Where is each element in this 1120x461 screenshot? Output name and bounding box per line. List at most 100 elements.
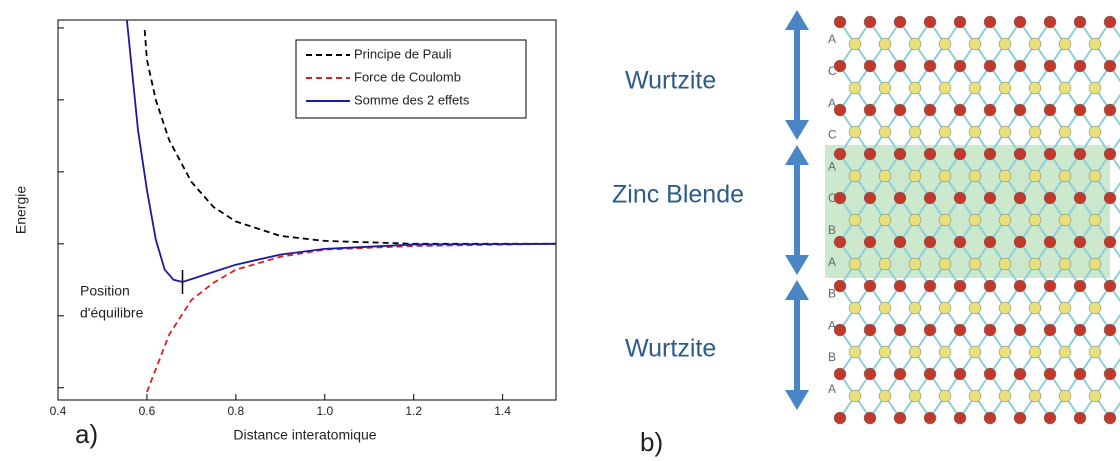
atom [938,81,952,95]
atom [1058,213,1072,227]
atom [863,367,877,381]
atom [983,15,997,29]
atom [1058,345,1072,359]
atom [1013,191,1027,205]
atom [1028,125,1042,139]
atom [863,15,877,29]
atom [878,389,892,403]
atom [968,81,982,95]
atom [833,235,847,249]
atom [1043,147,1057,161]
x-tick-label: 1.0 [316,404,333,418]
legend-label: Principe de Pauli [354,46,452,61]
atom [1073,323,1087,337]
atom [893,367,907,381]
atom [968,213,982,227]
atom [923,279,937,293]
atom [878,213,892,227]
stacking-letter: A [828,96,836,110]
atom [848,257,862,271]
atom [1103,59,1117,73]
atom [863,191,877,205]
atom [1088,169,1102,183]
atom [923,59,937,73]
atom [1013,59,1027,73]
atom [1103,147,1117,161]
atom [998,37,1012,51]
atom [908,169,922,183]
atom [1088,37,1102,51]
atom [998,345,1012,359]
stacking-letter: B [828,223,836,237]
atom [983,411,997,425]
plot-frame [57,19,557,401]
atom [1043,279,1057,293]
phase-label: Wurtzite [625,67,716,95]
atom [938,301,952,315]
atom [1088,345,1102,359]
atom [1073,103,1087,117]
atom [908,389,922,403]
atom [1073,15,1087,29]
annotation: Position [80,283,130,299]
stacking-letter: A [828,255,836,269]
atom [1103,191,1117,205]
atom [1043,103,1057,117]
stacking-letter: B [828,350,836,364]
atom [878,125,892,139]
atom [833,279,847,293]
atom [863,147,877,161]
atom [938,125,952,139]
atom [1088,301,1102,315]
atom [1103,15,1117,29]
atom [923,147,937,161]
atom [1058,301,1072,315]
atom [848,37,862,51]
atom [923,411,937,425]
atom [1088,125,1102,139]
atom [1013,411,1027,425]
atom [833,411,847,425]
atom [878,169,892,183]
atom [1058,37,1072,51]
series-line [126,19,557,283]
atom [953,147,967,161]
atom [968,389,982,403]
atom [1058,257,1072,271]
atom [908,301,922,315]
atom [1088,389,1102,403]
atom [968,301,982,315]
atom [968,257,982,271]
atom [968,125,982,139]
atom [1103,323,1117,337]
atom [1103,235,1117,249]
atom [848,389,862,403]
x-axis-label: Distance interatomique [233,427,376,443]
atom [998,125,1012,139]
stacking-letter: C [828,64,837,78]
atom [923,367,937,381]
atom [953,15,967,29]
atom [1013,367,1027,381]
x-tick-label: 1.2 [405,404,422,418]
stacking-letter: A [828,32,836,46]
atom [863,235,877,249]
atom [953,367,967,381]
atom [1013,279,1027,293]
atom [908,345,922,359]
phase-label: Zinc Blende [612,181,744,209]
atom [923,191,937,205]
atom [1013,235,1027,249]
atom [908,257,922,271]
atom [908,81,922,95]
atom [863,59,877,73]
atom [893,191,907,205]
atom [833,367,847,381]
atom [863,103,877,117]
atom [1043,15,1057,29]
atom [1013,323,1027,337]
atom [878,257,892,271]
atom [968,169,982,183]
legend-label: Force de Coulomb [354,69,461,84]
atom [893,15,907,29]
